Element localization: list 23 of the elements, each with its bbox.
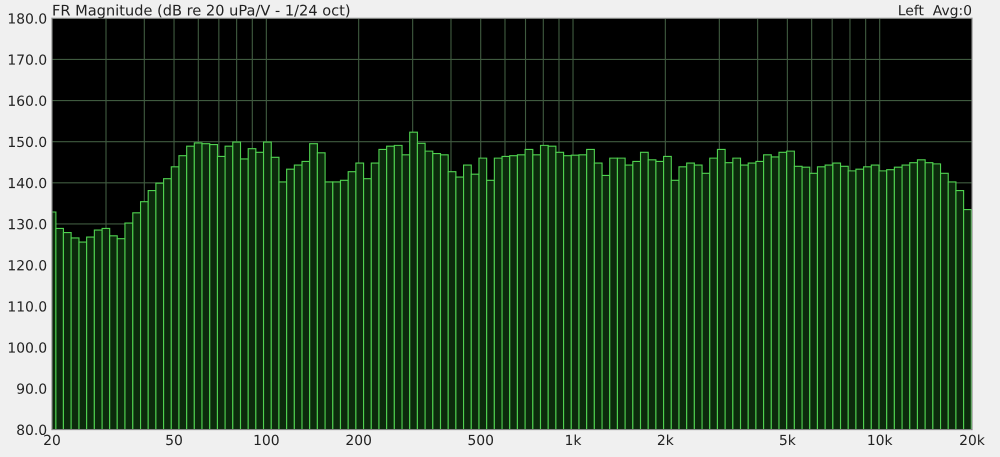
x-tick-label: 20 bbox=[44, 434, 60, 446]
x-tick-label: 2k bbox=[658, 434, 674, 445]
y-tick-label: 90.0 bbox=[17, 383, 46, 394]
y-tick-label: 180.0 bbox=[8, 13, 46, 24]
x-tick-label: 100 bbox=[254, 434, 279, 446]
x-tick-label: 5k bbox=[780, 434, 796, 446]
y-tick-label: 130.0 bbox=[8, 218, 46, 230]
x-tick-label: 1k bbox=[566, 434, 582, 445]
x-tick-label: 50 bbox=[166, 434, 182, 446]
text: Left Avg:0 bbox=[899, 4, 972, 18]
y-tick-label: 150.0 bbox=[8, 136, 46, 148]
x-tick-label: 10k bbox=[868, 434, 893, 446]
y-tick-label: 160.0 bbox=[8, 96, 46, 106]
y-tick-label: 120.0 bbox=[8, 260, 46, 271]
chart-title: FR Magnitude (dB re 20 uPa/V - 1/24 oct) bbox=[53, 4, 350, 18]
x-tick-label: 500 bbox=[468, 434, 494, 446]
y-tick-label: 80.0 bbox=[17, 424, 46, 436]
y-tick-label: 110.0 bbox=[8, 301, 46, 312]
y-tick-label: 170.0 bbox=[8, 54, 46, 65]
x-tick-label: 20k bbox=[960, 434, 985, 446]
y-tick-label: 140.0 bbox=[8, 178, 46, 188]
x-tick-label: 200 bbox=[346, 434, 371, 446]
y-tick-label: 100.0 bbox=[8, 342, 46, 353]
